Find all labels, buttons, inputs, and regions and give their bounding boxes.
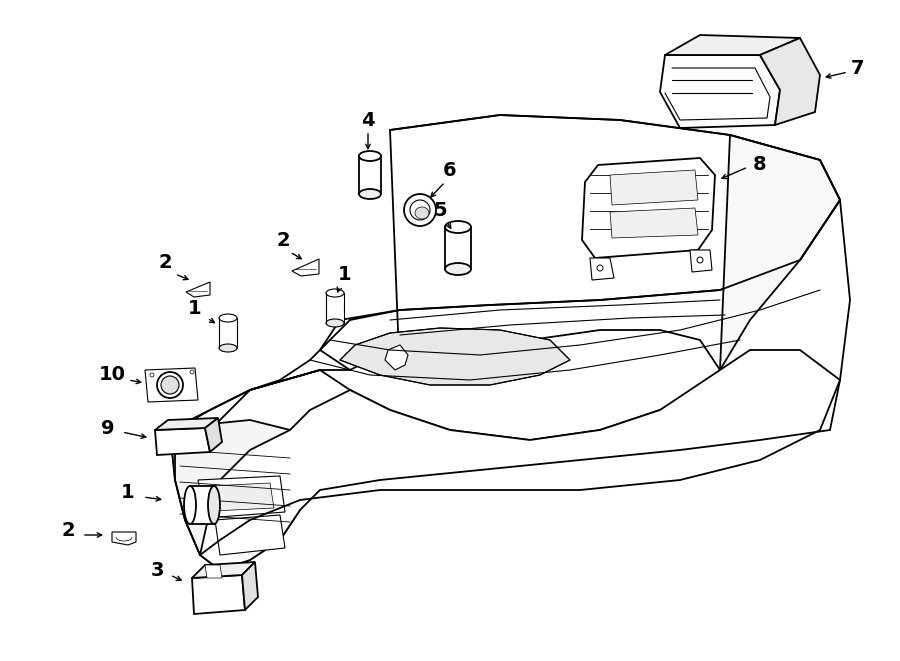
Ellipse shape: [219, 314, 237, 322]
Polygon shape: [320, 115, 840, 380]
Text: 2: 2: [61, 520, 75, 539]
Ellipse shape: [445, 221, 471, 233]
Polygon shape: [292, 259, 319, 276]
Polygon shape: [198, 476, 285, 518]
Circle shape: [697, 257, 703, 263]
Polygon shape: [155, 428, 210, 455]
Polygon shape: [205, 565, 222, 578]
Text: 5: 5: [433, 200, 446, 219]
Polygon shape: [590, 258, 614, 280]
Polygon shape: [582, 158, 715, 258]
Polygon shape: [205, 418, 222, 452]
Polygon shape: [200, 350, 840, 570]
Text: 1: 1: [338, 266, 352, 284]
Polygon shape: [155, 418, 218, 430]
Text: 2: 2: [158, 254, 172, 272]
Circle shape: [150, 373, 154, 377]
Text: 1: 1: [122, 483, 135, 502]
Polygon shape: [610, 208, 698, 238]
Text: 10: 10: [98, 366, 125, 385]
Polygon shape: [170, 330, 720, 480]
Ellipse shape: [359, 189, 381, 199]
Ellipse shape: [208, 486, 220, 524]
Polygon shape: [660, 55, 780, 128]
Ellipse shape: [326, 319, 344, 327]
FancyBboxPatch shape: [359, 156, 381, 194]
Polygon shape: [192, 562, 255, 578]
Polygon shape: [145, 368, 198, 402]
Circle shape: [161, 376, 179, 394]
Ellipse shape: [184, 486, 196, 524]
Text: 2: 2: [276, 231, 290, 249]
Ellipse shape: [415, 207, 429, 219]
Polygon shape: [385, 345, 408, 370]
Polygon shape: [242, 562, 258, 610]
Polygon shape: [210, 483, 274, 511]
Text: 4: 4: [361, 110, 374, 130]
Text: 1: 1: [188, 299, 202, 317]
Polygon shape: [215, 515, 285, 555]
Polygon shape: [170, 420, 310, 570]
Circle shape: [190, 370, 194, 374]
Text: 3: 3: [150, 561, 164, 580]
Polygon shape: [760, 38, 820, 125]
Text: 8: 8: [753, 155, 767, 175]
Ellipse shape: [326, 289, 344, 297]
FancyBboxPatch shape: [190, 486, 214, 524]
Ellipse shape: [219, 344, 237, 352]
Polygon shape: [192, 575, 245, 614]
Text: 9: 9: [101, 418, 115, 438]
Text: 7: 7: [851, 59, 865, 77]
Ellipse shape: [359, 151, 381, 161]
Polygon shape: [690, 250, 712, 272]
Polygon shape: [340, 328, 570, 385]
FancyBboxPatch shape: [326, 293, 344, 323]
Polygon shape: [665, 35, 800, 55]
Polygon shape: [610, 170, 698, 205]
FancyBboxPatch shape: [445, 227, 471, 269]
Polygon shape: [720, 135, 840, 370]
Circle shape: [157, 372, 183, 398]
Polygon shape: [112, 532, 136, 545]
Ellipse shape: [410, 200, 430, 220]
Circle shape: [597, 265, 603, 271]
FancyBboxPatch shape: [219, 318, 237, 348]
Polygon shape: [186, 282, 210, 297]
Text: 6: 6: [443, 161, 457, 180]
Ellipse shape: [445, 263, 471, 275]
Ellipse shape: [404, 194, 436, 226]
